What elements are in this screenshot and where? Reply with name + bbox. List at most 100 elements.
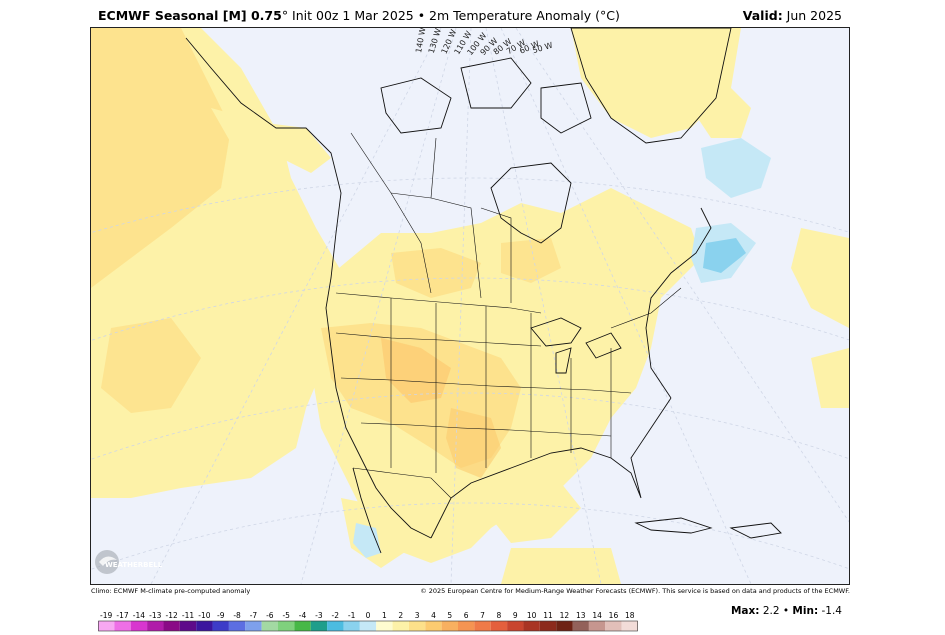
colorbar-tick-label: 6 <box>464 611 469 620</box>
color-scale-bar: -19 -17 -14 -13 -12 -11 -10 -9 -8 -7 -6 -5 -4 -3 -2 -1 0… <box>98 611 638 632</box>
political-borders <box>335 132 682 499</box>
colorbar-swatch <box>163 621 180 631</box>
colorbar-swatch <box>572 621 589 631</box>
colorbar-swatch <box>245 621 262 631</box>
colorbar-swatch <box>490 621 508 631</box>
colorbar-tick-label: 14 <box>592 611 602 620</box>
colorbar-tick-label: -1 <box>348 611 356 620</box>
warm-anomaly-plains-core <box>381 338 451 403</box>
colorbar-swatch <box>261 621 278 631</box>
warm-anomaly-texas <box>446 408 501 478</box>
colorbar-swatch <box>441 621 458 631</box>
colorbar-tick-label: -9 <box>217 611 225 620</box>
colorbar-tick-label: 7 <box>480 611 485 620</box>
colorbar-swatch <box>327 621 344 631</box>
colorbar-swatch <box>458 621 475 631</box>
graticule <box>91 28 849 584</box>
degree-symbol: ° <box>281 8 289 23</box>
colorbar-tick-label: -7 <box>250 611 258 620</box>
colorbar-swatch <box>179 621 197 631</box>
warm-anomaly-atlantic-south <box>811 348 849 408</box>
max-label: Max: <box>730 605 760 617</box>
temperature-anomaly-map: 140 W 130 W 120 W 110 W 100 W 90 W 80 W 70 W 60 … <box>90 27 850 585</box>
colorbar-tick-label: -11 <box>182 611 194 620</box>
colorbar-swatch <box>98 621 115 631</box>
colorbar-tick-label: 18 <box>625 611 635 620</box>
colorbar-swatch <box>556 621 573 631</box>
valid-date: Valid: Jun 2025 <box>743 8 842 23</box>
colorbar-swatch <box>212 621 229 631</box>
colorbar-tick-label: 11 <box>543 611 553 620</box>
max-value: 2.2 <box>762 605 780 617</box>
colorbar-swatch <box>114 621 131 631</box>
warm-anomaly-gulf <box>491 478 581 543</box>
colorbar-tick-label: -12 <box>166 611 178 620</box>
colorbar-swatch <box>343 621 360 631</box>
colorbar-tick-label: 5 <box>447 611 452 620</box>
warm-anomaly-canada-prairie <box>391 248 481 298</box>
logo-text: WEATHERBELL <box>105 561 163 569</box>
colorbar-tick-label: -5 <box>282 611 290 620</box>
colorbar-swatch <box>523 621 540 631</box>
colorbar-tick-label: 10 <box>527 611 537 620</box>
colorbar-tick-label: 3 <box>415 611 420 620</box>
colorbar-tick-label: -13 <box>149 611 161 620</box>
colorbar-swatch <box>278 621 295 631</box>
colorbar-swatch <box>474 621 491 631</box>
valid-value: Jun 2025 <box>782 8 842 23</box>
colorbar-swatch <box>621 621 638 631</box>
colorbar-tick-label: -3 <box>315 611 323 620</box>
colorbar-swatch <box>408 621 426 631</box>
init-description: Init 00z 1 Mar 2025 • 2m Temperature Ano… <box>288 8 620 23</box>
colorbar-swatch <box>359 621 377 631</box>
warm-anomaly-alaska <box>211 108 331 173</box>
colorbar-tick-label: 2 <box>398 611 403 620</box>
colorbar-swatch <box>588 621 606 631</box>
colorbar-swatch <box>539 621 557 631</box>
colorbar-tick-label: 16 <box>609 611 619 620</box>
colorbar-border <box>98 620 638 632</box>
colorbar-tick-label: -17 <box>116 611 128 620</box>
max-min-stats: Max: 2.2 • Min: -1.4 <box>730 605 842 617</box>
colorbar-tick-label: 12 <box>560 611 570 620</box>
ecmwf-copyright: © 2025 European Centre for Medium-Range … <box>420 587 850 595</box>
colorbar-tick-label: 0 <box>366 611 371 620</box>
warm-anomaly-central-america <box>501 548 621 584</box>
colorbar-swatch <box>392 621 409 631</box>
colorbar-tick-label: -19 <box>100 611 112 620</box>
cool-anomaly-baja <box>353 523 381 558</box>
colorbar-swatch <box>376 621 393 631</box>
colorbar-tick-label: -4 <box>299 611 307 620</box>
climo-credit: Climo: ECMWF M-climate pre-computed anom… <box>91 587 251 595</box>
colorbar-swatch <box>196 621 213 631</box>
weatherbell-logo: WEATHERBELL <box>95 550 163 574</box>
colorbar-swatch <box>130 621 148 631</box>
colorbar-swatch <box>310 621 328 631</box>
coastlines <box>185 28 782 554</box>
colorbar-swatch <box>147 621 164 631</box>
colorbar-tick-label: 8 <box>497 611 502 620</box>
cool-anomaly-labrador-core <box>703 238 746 273</box>
valid-label: Valid: <box>742 8 783 23</box>
colorbar-swatch <box>294 621 311 631</box>
colorbar-tick-label: 1 <box>382 611 387 620</box>
cool-anomaly-north-atlantic <box>701 138 771 198</box>
warm-anomaly-pacific-south <box>101 318 201 413</box>
colorbar-tick-label: -14 <box>133 611 145 620</box>
colorbar-swatch <box>605 621 622 631</box>
warm-anomaly-ontario <box>501 238 561 283</box>
meridian-label: 140 W <box>414 28 427 54</box>
colorbar-tick-label: -6 <box>266 611 274 620</box>
anomaly-shading <box>91 28 849 584</box>
colorbar-swatch <box>228 621 246 631</box>
colorbar-swatch <box>507 621 524 631</box>
warm-anomaly-pacific-core <box>91 28 231 288</box>
colorbar-tick-label: -10 <box>198 611 210 620</box>
colorbar-tick-label: 4 <box>431 611 436 620</box>
colorbar-tick-label: 9 <box>513 611 518 620</box>
map-title: ECMWF Seasonal [M] 0.75° Init 00z 1 Mar … <box>98 8 620 23</box>
colorbar-tick-label: -8 <box>233 611 241 620</box>
min-label: Min: <box>792 605 819 617</box>
